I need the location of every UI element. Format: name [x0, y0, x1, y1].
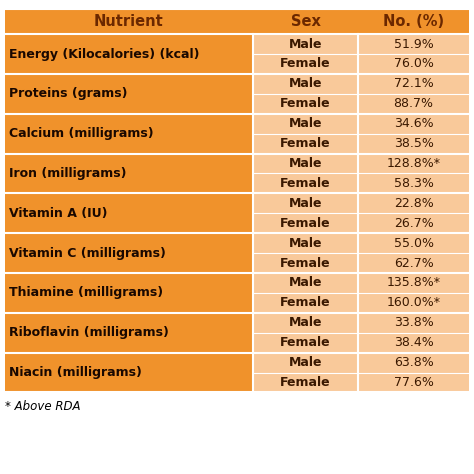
Text: 76.0%: 76.0%: [393, 57, 433, 71]
Text: Male: Male: [289, 157, 322, 170]
Text: Female: Female: [280, 57, 331, 71]
Bar: [253, 74, 358, 94]
Bar: [5, 353, 253, 392]
Text: 63.8%: 63.8%: [393, 356, 433, 369]
Text: 34.6%: 34.6%: [394, 117, 433, 130]
Bar: [358, 54, 469, 74]
Bar: [358, 353, 469, 373]
Bar: [253, 373, 358, 392]
Bar: [253, 154, 358, 173]
Text: 26.7%: 26.7%: [393, 217, 433, 230]
Bar: [253, 193, 358, 213]
Text: Proteins (grams): Proteins (grams): [9, 87, 127, 100]
Text: Female: Female: [280, 296, 331, 310]
Text: 62.7%: 62.7%: [393, 256, 433, 270]
Bar: [358, 373, 469, 392]
Text: Female: Female: [280, 336, 331, 349]
Text: Male: Male: [289, 77, 322, 91]
Text: 55.0%: 55.0%: [393, 237, 434, 250]
Bar: [253, 293, 358, 313]
Text: Male: Male: [289, 276, 322, 290]
Bar: [358, 233, 469, 253]
Text: * Above RDA: * Above RDA: [5, 400, 80, 412]
Text: No. (%): No. (%): [383, 14, 444, 29]
Bar: [253, 114, 358, 134]
Bar: [5, 74, 253, 114]
Text: Vitamin C (milligrams): Vitamin C (milligrams): [9, 246, 165, 260]
Text: 160.0%*: 160.0%*: [386, 296, 440, 310]
Text: Male: Male: [289, 197, 322, 210]
Bar: [5, 9, 253, 34]
Text: Female: Female: [280, 137, 331, 150]
Bar: [358, 193, 469, 213]
Text: Nutrient: Nutrient: [94, 14, 164, 29]
Text: 128.8%*: 128.8%*: [386, 157, 440, 170]
Text: Male: Male: [289, 37, 322, 51]
Text: Male: Male: [289, 117, 322, 130]
Bar: [5, 34, 253, 74]
Bar: [253, 213, 358, 233]
Text: Female: Female: [280, 97, 331, 110]
Text: Niacin (milligrams): Niacin (milligrams): [9, 366, 141, 379]
Bar: [5, 313, 253, 353]
Text: 72.1%: 72.1%: [393, 77, 433, 91]
Bar: [358, 134, 469, 154]
Text: 22.8%: 22.8%: [393, 197, 433, 210]
Text: Iron (milligrams): Iron (milligrams): [9, 167, 126, 180]
Bar: [358, 94, 469, 114]
Text: 77.6%: 77.6%: [393, 376, 433, 389]
Bar: [253, 233, 358, 253]
Bar: [253, 94, 358, 114]
Text: 58.3%: 58.3%: [393, 177, 433, 190]
Text: 51.9%: 51.9%: [393, 37, 433, 51]
Text: Male: Male: [289, 237, 322, 250]
Bar: [253, 313, 358, 333]
Bar: [253, 273, 358, 293]
Text: Vitamin A (IU): Vitamin A (IU): [9, 207, 107, 220]
Bar: [358, 253, 469, 273]
Bar: [253, 134, 358, 154]
Bar: [358, 173, 469, 193]
Bar: [253, 173, 358, 193]
Text: Female: Female: [280, 177, 331, 190]
Bar: [5, 114, 253, 154]
Bar: [358, 213, 469, 233]
Text: Female: Female: [280, 217, 331, 230]
Bar: [358, 74, 469, 94]
Text: Energy (Kilocalories) (kcal): Energy (Kilocalories) (kcal): [9, 47, 199, 61]
Text: Thiamine (milligrams): Thiamine (milligrams): [9, 286, 163, 300]
Text: Sex: Sex: [291, 14, 320, 29]
Bar: [358, 34, 469, 54]
Bar: [253, 54, 358, 74]
Bar: [358, 154, 469, 173]
Text: Female: Female: [280, 376, 331, 389]
Text: Male: Male: [289, 356, 322, 369]
Text: 88.7%: 88.7%: [393, 97, 434, 110]
Bar: [253, 253, 358, 273]
Bar: [358, 333, 469, 353]
Text: 38.5%: 38.5%: [393, 137, 433, 150]
Text: 38.4%: 38.4%: [393, 336, 433, 349]
Bar: [253, 34, 358, 54]
Bar: [358, 313, 469, 333]
Bar: [358, 273, 469, 293]
Bar: [358, 293, 469, 313]
Bar: [358, 114, 469, 134]
Bar: [5, 154, 253, 193]
Text: 135.8%*: 135.8%*: [386, 276, 440, 290]
Bar: [5, 273, 253, 313]
Text: 33.8%: 33.8%: [393, 316, 433, 329]
Bar: [5, 193, 253, 233]
Bar: [253, 353, 358, 373]
Text: Male: Male: [289, 316, 322, 329]
Bar: [5, 233, 253, 273]
Text: Female: Female: [280, 256, 331, 270]
Bar: [253, 9, 358, 34]
Bar: [253, 333, 358, 353]
Text: Calcium (milligrams): Calcium (milligrams): [9, 127, 153, 140]
Text: Riboflavin (milligrams): Riboflavin (milligrams): [9, 326, 168, 339]
Bar: [358, 9, 469, 34]
